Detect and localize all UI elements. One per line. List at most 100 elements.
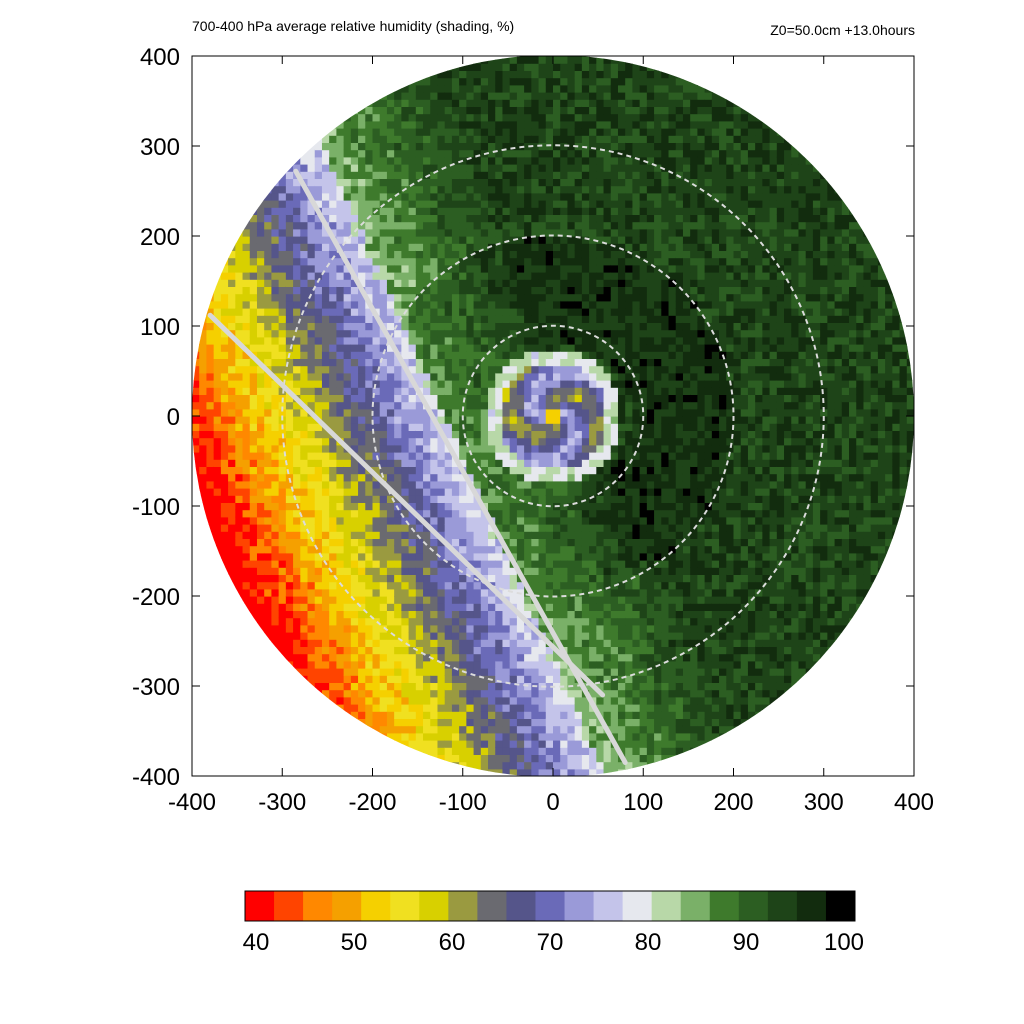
heatmap-cell	[509, 768, 518, 777]
heatmap-cell	[401, 387, 410, 395]
heatmap-cell	[206, 437, 215, 446]
heatmap-cell	[220, 351, 229, 359]
heatmap-cell	[560, 466, 569, 475]
heatmap-cell	[423, 192, 431, 201]
heatmap-cell	[235, 365, 244, 374]
heatmap-cell	[401, 624, 410, 633]
heatmap-cell	[567, 228, 576, 237]
heatmap-cell	[350, 329, 359, 338]
heatmap-cell	[574, 480, 583, 489]
heatmap-cell	[553, 531, 561, 539]
heatmap-cell	[495, 99, 504, 107]
heatmap-cell	[423, 315, 431, 323]
heatmap-cell	[553, 70, 561, 79]
heatmap-cell	[581, 120, 590, 129]
heatmap-cell	[516, 480, 525, 489]
heatmap-cell	[574, 444, 583, 453]
heatmap-cell	[329, 552, 337, 561]
heatmap-cell	[408, 293, 417, 302]
heatmap-cell	[264, 401, 273, 410]
heatmap-cell	[581, 272, 590, 280]
heatmap-cell	[545, 128, 554, 136]
heatmap-cell	[509, 459, 518, 467]
heatmap-cell	[545, 653, 554, 662]
heatmap-cell	[415, 696, 424, 705]
heatmap-cell	[430, 610, 439, 619]
heatmap-cell	[596, 84, 605, 93]
heatmap-cell	[220, 394, 229, 403]
heatmap-cell	[379, 437, 388, 446]
heatmap-cell	[264, 596, 273, 604]
heatmap-cell	[228, 300, 236, 309]
heatmap-cell	[567, 423, 576, 431]
heatmap-cell	[603, 207, 612, 215]
heatmap-cell	[610, 394, 619, 403]
heatmap-cell	[321, 372, 330, 381]
heatmap-cell	[408, 214, 417, 223]
heatmap-cell	[408, 574, 417, 583]
heatmap-cell	[538, 502, 547, 511]
heatmap-cell	[524, 279, 532, 287]
heatmap-cell	[199, 466, 208, 475]
heatmap-cell	[278, 185, 287, 194]
heatmap-cell	[242, 250, 251, 259]
heatmap-cell	[553, 552, 561, 561]
heatmap-cell	[553, 149, 561, 158]
heatmap-cell	[430, 300, 439, 309]
heatmap-cell	[386, 668, 395, 676]
heatmap-cell	[553, 315, 561, 323]
heatmap-cell	[459, 646, 467, 655]
heatmap-cell	[574, 740, 583, 748]
heatmap-cell	[509, 192, 518, 201]
heatmap-cell	[502, 603, 511, 611]
heatmap-cell	[451, 185, 460, 194]
heatmap-cell	[495, 689, 504, 698]
heatmap-cell	[228, 372, 236, 381]
heatmap-cell	[350, 531, 359, 539]
heatmap-cell	[192, 380, 200, 388]
heatmap-cell	[524, 509, 532, 518]
heatmap-cell	[220, 567, 229, 575]
heatmap-cell	[242, 437, 251, 446]
heatmap-cell	[199, 423, 208, 431]
heatmap-cell	[386, 380, 395, 388]
heatmap-cell	[365, 178, 374, 187]
heatmap-cell	[466, 113, 475, 122]
heatmap-cell	[228, 257, 236, 266]
heatmap-cell	[473, 624, 482, 633]
heatmap-cell	[480, 732, 489, 741]
heatmap-cell	[365, 200, 374, 208]
heatmap-cell	[495, 675, 504, 683]
heatmap-cell	[502, 164, 511, 172]
heatmap-cell	[437, 725, 446, 734]
heatmap-cell	[516, 286, 525, 295]
heatmap-cell	[495, 344, 504, 352]
heatmap-cell	[603, 653, 612, 662]
heatmap-cell	[502, 120, 511, 129]
heatmap-cell	[473, 106, 482, 115]
heatmap-cell	[444, 632, 453, 640]
heatmap-cell	[516, 552, 525, 561]
heatmap-cell	[516, 488, 525, 496]
heatmap-cell	[430, 704, 439, 712]
heatmap-cell	[379, 632, 388, 640]
heatmap-cell	[466, 696, 475, 705]
heatmap-cell	[408, 106, 417, 115]
heatmap-cell	[343, 171, 352, 179]
heatmap-cell	[343, 149, 352, 158]
heatmap-cell	[480, 754, 489, 763]
heatmap-cell	[343, 408, 352, 417]
heatmap-cell	[228, 279, 236, 287]
heatmap-cell	[192, 423, 200, 431]
heatmap-cell	[502, 740, 511, 748]
heatmap-cell	[488, 92, 496, 100]
heatmap-cell	[386, 495, 395, 503]
heatmap-cell	[567, 581, 576, 590]
heatmap-cell	[516, 682, 525, 691]
heatmap-cell	[553, 185, 561, 194]
heatmap-cell	[603, 560, 612, 568]
heatmap-cell	[516, 322, 525, 331]
heatmap-cell	[560, 293, 569, 302]
heatmap-cell	[307, 228, 316, 237]
heatmap-cell	[394, 142, 402, 151]
